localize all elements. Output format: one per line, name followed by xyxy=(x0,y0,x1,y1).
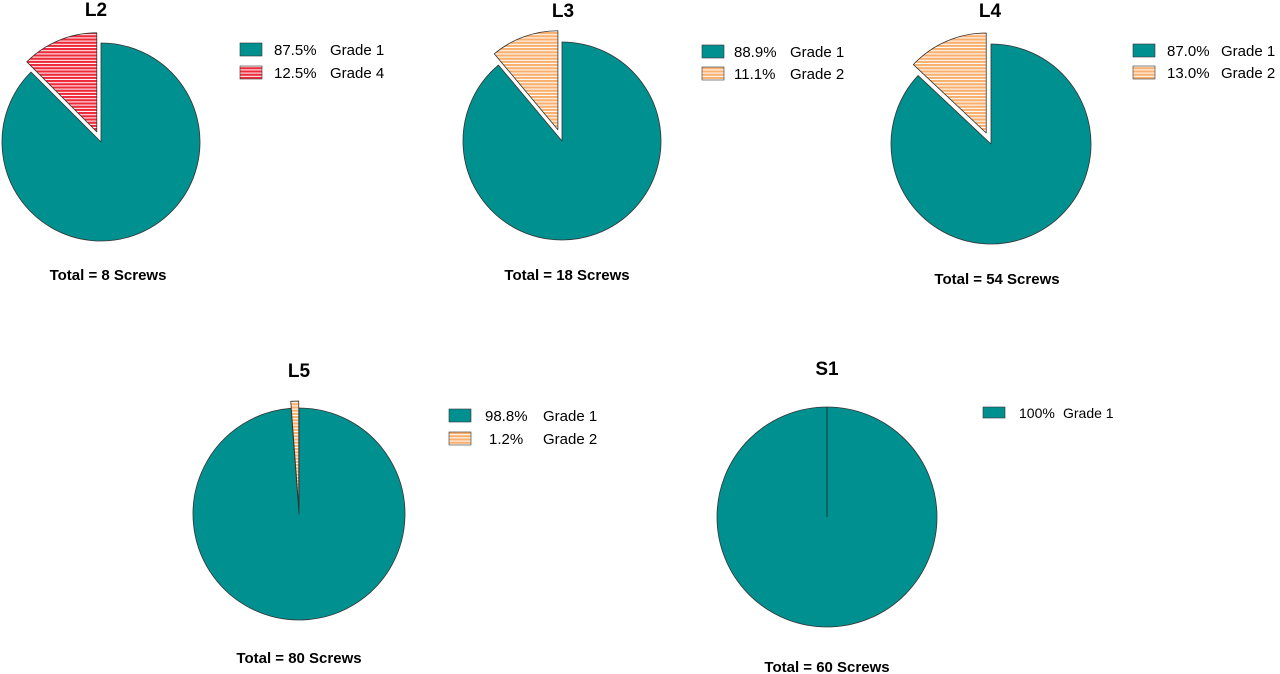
legend-label: Grade 1 xyxy=(1063,405,1114,421)
legend-label: Grade 4 xyxy=(330,65,384,82)
legend-percent: 11.1% xyxy=(734,66,775,83)
chart-l5: L5 98.8% Grade 1 1.2% Grade 2 Total = 80… xyxy=(192,361,597,667)
total-label: Total = 18 Screws xyxy=(504,267,629,284)
pie-slice xyxy=(290,400,300,508)
pie-slice xyxy=(462,41,662,241)
legend-percent: 13.0% xyxy=(1167,65,1210,82)
legend-label: Grade 1 xyxy=(543,408,597,425)
legend-percent: 12.5% xyxy=(274,65,317,82)
legend-percent: 87.5% xyxy=(274,42,317,59)
chart-l2: L2 87.5% Grade 1 12.5% Grade 4 Total = 8… xyxy=(1,0,384,284)
legend-swatch xyxy=(982,406,1006,419)
pie-slice xyxy=(912,32,987,134)
pie-slice xyxy=(890,43,1092,245)
legend-swatch xyxy=(701,66,725,81)
chart-title: L3 xyxy=(552,1,574,22)
legend-swatch xyxy=(1132,65,1156,80)
legend-swatch xyxy=(701,44,725,59)
total-label: Total = 54 Screws xyxy=(934,271,1059,288)
pie-slice xyxy=(26,32,98,133)
pie-slice xyxy=(192,407,406,621)
legend-percent: 87.0% xyxy=(1167,43,1210,60)
legend-percent: 88.9% xyxy=(734,44,777,61)
legend-percent: 100% xyxy=(1019,405,1055,421)
pie-s1 xyxy=(716,406,938,628)
pie-l2 xyxy=(1,32,201,242)
chart-title: L5 xyxy=(288,361,311,382)
pie-slice xyxy=(493,30,559,131)
total-label: Total = 8 Screws xyxy=(50,267,167,284)
chart-s1: S1 100% Grade 1 Total = 60 Screws xyxy=(716,359,1114,674)
legend-swatch xyxy=(239,65,263,80)
legend-swatch xyxy=(448,408,472,423)
legend-swatch xyxy=(1132,43,1156,58)
legend-label: Grade 2 xyxy=(790,66,844,83)
legend-label: Grade 2 xyxy=(543,431,597,448)
legend-label: Grade 2 xyxy=(1221,65,1275,82)
legend-label: Grade 1 xyxy=(330,42,384,59)
legend-swatch xyxy=(239,42,263,57)
chart-title: S1 xyxy=(815,359,839,380)
chart-l3: L3 88.9% Grade 1 11.1% Grade 2 Total = 1… xyxy=(462,1,844,284)
pie-l3 xyxy=(462,30,662,241)
chart-l4: L4 87.0% Grade 1 13.0% Grade 2 Total = 5… xyxy=(890,1,1275,288)
legend-label: Grade 1 xyxy=(790,44,844,61)
total-label: Total = 80 Screws xyxy=(236,650,361,667)
pie-slice xyxy=(1,42,201,242)
pie-l5 xyxy=(192,400,406,621)
legend-percent: 98.8% xyxy=(485,408,528,425)
pie-l4 xyxy=(890,32,1092,245)
legend-swatch xyxy=(448,431,472,446)
total-label: Total = 60 Screws xyxy=(764,659,889,674)
legend-label: Grade 1 xyxy=(1221,43,1275,60)
chart-title: L4 xyxy=(979,1,1002,22)
chart-title: L2 xyxy=(85,0,107,21)
legend-percent: 1.2% xyxy=(489,431,523,448)
